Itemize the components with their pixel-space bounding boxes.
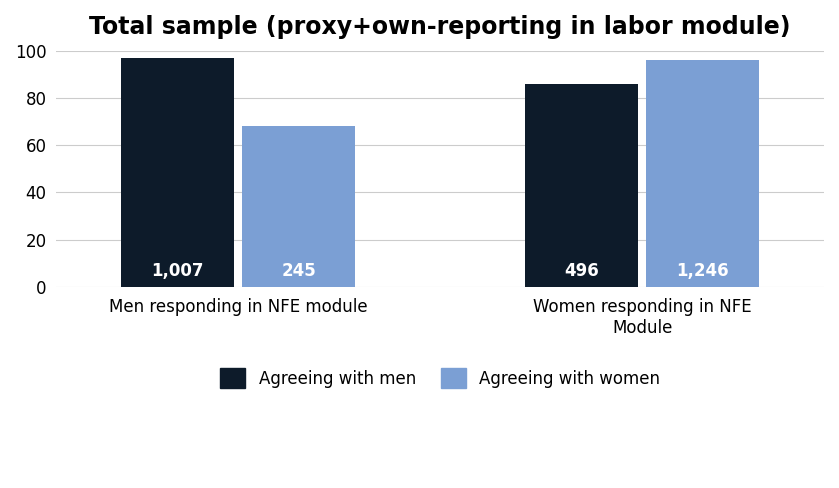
Bar [121, 58, 234, 287]
Bar [646, 60, 759, 287]
Text: 1,246: 1,246 [676, 262, 729, 280]
Bar [525, 84, 638, 287]
Text: 496: 496 [564, 262, 599, 280]
Bar [242, 126, 356, 287]
Text: 245: 245 [281, 262, 316, 280]
Legend: Agreeing with men, Agreeing with women: Agreeing with men, Agreeing with women [214, 361, 667, 395]
Text: 1,007: 1,007 [151, 262, 204, 280]
Title: Total sample (proxy+own-reporting in labor module): Total sample (proxy+own-reporting in lab… [90, 15, 791, 39]
